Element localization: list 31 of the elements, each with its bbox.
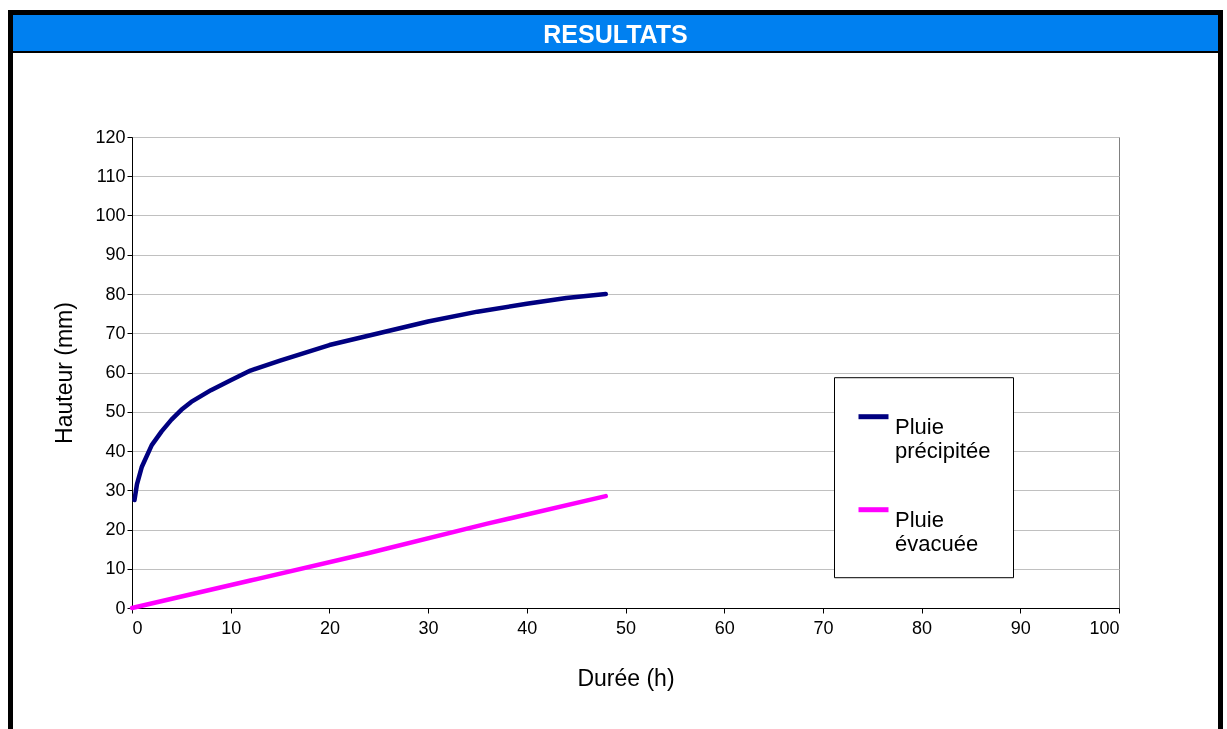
y-tick-label: 80 (105, 283, 126, 304)
y-tick-label: 50 (105, 401, 126, 422)
legend-label: Pluie évacuée (895, 506, 979, 556)
x-tick-label: 70 (813, 617, 834, 638)
y-tick-label: 70 (105, 322, 126, 343)
x-axis-title: Durée (h) (577, 664, 675, 691)
chart-title: RESULTATS (13, 15, 1218, 53)
x-tick-label: 10 (221, 617, 242, 638)
x-tick-label: 80 (912, 617, 933, 638)
y-tick-label: 20 (105, 519, 126, 539)
y-tick-label: 0 (115, 597, 126, 618)
legend-label: Pluie précipitée (895, 413, 991, 463)
y-tick-label: 110 (96, 165, 126, 186)
y-tick-label: 40 (105, 440, 126, 461)
x-tick-label: 60 (714, 617, 735, 638)
line-series (132, 291, 609, 503)
x-tick-label: 0 (132, 617, 143, 638)
x-tick-label: 20 (319, 617, 340, 638)
x-tick-label: 90 (1010, 617, 1031, 638)
y-tick-label: 10 (105, 558, 126, 579)
x-tick-label: 100 (1089, 617, 1120, 638)
y-axis-title: Hauteur (mm) (51, 302, 78, 444)
x-tick-label: 50 (615, 617, 637, 638)
y-tick-label: 120 (95, 126, 126, 147)
y-tick-label: 60 (105, 362, 126, 382)
x-tick-label: 40 (517, 617, 538, 638)
line-series (129, 493, 609, 611)
y-tick-label: 30 (105, 479, 126, 500)
x-tick-label: 30 (418, 617, 439, 638)
y-tick-label: 100 (95, 205, 126, 225)
y-tick-label: 90 (105, 244, 126, 265)
